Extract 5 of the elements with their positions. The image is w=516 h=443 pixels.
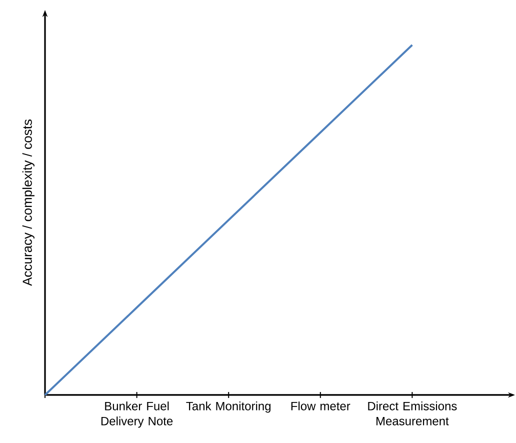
y-axis-title: Accuracy / complexity / costs bbox=[22, 120, 34, 286]
x-tick-label: Direct Emissions Measurement bbox=[368, 402, 457, 426]
x-tick-label: Tank Monitoring bbox=[186, 402, 270, 413]
x-tick-label: Bunker Fuel Delivery Note bbox=[101, 402, 173, 428]
x-tick-label: Flow meter bbox=[291, 402, 350, 410]
